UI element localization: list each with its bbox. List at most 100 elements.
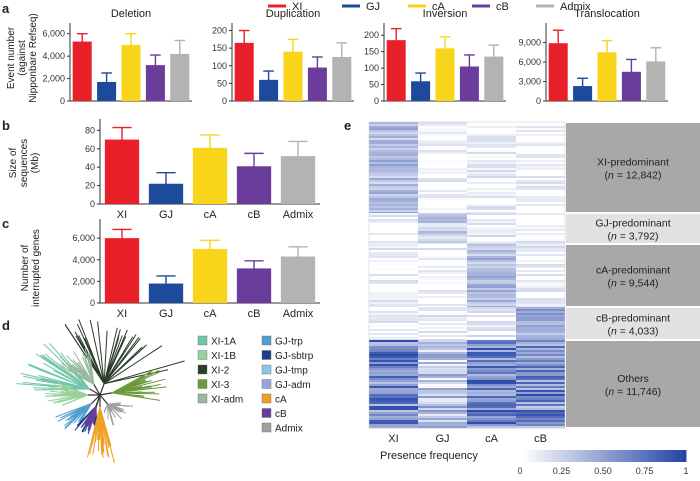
heatmap-cell bbox=[516, 246, 565, 248]
heatmap-cell bbox=[467, 268, 516, 270]
heatmap-cell bbox=[369, 215, 418, 217]
tree-legend-swatch bbox=[262, 380, 271, 389]
heatmap-cell bbox=[369, 272, 418, 274]
heatmap-cell bbox=[516, 176, 565, 178]
heatmap-cell bbox=[467, 264, 516, 266]
bar-admix bbox=[170, 54, 189, 101]
tree-legend-swatch bbox=[198, 394, 207, 403]
heatmap-cell bbox=[516, 282, 565, 284]
heatmap-cell bbox=[369, 180, 418, 182]
heatmap-cell bbox=[516, 274, 565, 276]
heatmap-cell bbox=[369, 258, 418, 260]
heatmap-cell bbox=[418, 406, 467, 408]
heatmap-cell bbox=[516, 260, 565, 262]
heatmap-cell bbox=[369, 262, 418, 264]
heatmap-cell bbox=[418, 266, 467, 268]
heatmap-cell bbox=[418, 384, 467, 386]
heatmap-cell bbox=[418, 335, 467, 337]
heatmap-cell bbox=[369, 246, 418, 248]
heatmap-cell bbox=[418, 356, 467, 358]
heatmap-cell bbox=[369, 208, 418, 210]
heatmap-cell bbox=[369, 128, 418, 130]
heatmap-cell bbox=[467, 176, 516, 178]
heatmap-cell bbox=[369, 342, 418, 344]
heatmap-cell bbox=[467, 408, 516, 410]
bar-gj bbox=[149, 184, 183, 204]
heatmap-cell bbox=[369, 268, 418, 270]
heatmap-cell bbox=[369, 309, 418, 311]
heatmap-cell bbox=[369, 210, 418, 212]
bar-gj bbox=[573, 86, 592, 101]
heatmap-cell bbox=[418, 370, 467, 372]
y-tick-label: 200 bbox=[212, 26, 227, 36]
heatmap-cell bbox=[467, 382, 516, 384]
heatmap-cell bbox=[369, 142, 418, 144]
bar-admix bbox=[484, 57, 503, 101]
heatmap-cell bbox=[467, 262, 516, 264]
x-tick-label: cA bbox=[204, 308, 218, 320]
y-tick-label: 6,000 bbox=[72, 233, 95, 243]
heatmap-cell bbox=[369, 276, 418, 278]
heatmap-cell bbox=[516, 376, 565, 378]
heatmap-cell bbox=[467, 304, 516, 306]
heatmap-cell bbox=[369, 166, 418, 168]
heatmap-cell bbox=[369, 422, 418, 424]
bar-chart-translocation: Translocation 0 3,000 6,000 9,000 bbox=[518, 8, 668, 106]
heatmap-cell bbox=[418, 239, 467, 241]
y-tick-label: 9,000 bbox=[518, 38, 541, 48]
heatmap-cell bbox=[467, 315, 516, 317]
heatmap-cell bbox=[418, 250, 467, 252]
panel-letter-e: e bbox=[344, 118, 351, 133]
colorbar-segment bbox=[524, 450, 529, 462]
heatmap-cell bbox=[418, 206, 467, 208]
heatmap-cell bbox=[516, 418, 565, 420]
heatmap-cell bbox=[516, 124, 565, 126]
heatmap-cell bbox=[369, 414, 418, 416]
heatmap-cell bbox=[369, 168, 418, 170]
heatmap-cell bbox=[516, 424, 565, 426]
colorbar-segment bbox=[595, 450, 600, 462]
x-tick-label: XI bbox=[117, 209, 127, 221]
heatmap-cell bbox=[369, 412, 418, 414]
heatmap-cell bbox=[369, 298, 418, 300]
heatmap-cell bbox=[516, 388, 565, 390]
heatmap-cell bbox=[467, 302, 516, 304]
heatmap-cell bbox=[467, 248, 516, 250]
heatmap-cell bbox=[369, 196, 418, 198]
group-label-count: (n = 12,842) bbox=[605, 170, 662, 182]
heatmap-cell bbox=[418, 378, 467, 380]
heatmap-cell bbox=[467, 300, 516, 302]
heatmap-cell bbox=[467, 126, 516, 128]
heatmap-cell bbox=[369, 348, 418, 350]
heatmap-cell bbox=[516, 315, 565, 317]
heatmap-cell bbox=[418, 158, 467, 160]
heatmap-cell bbox=[369, 418, 418, 420]
bar-cb bbox=[622, 72, 641, 101]
heatmap-cell bbox=[467, 186, 516, 188]
heatmap-cell bbox=[418, 268, 467, 270]
heatmap-cell bbox=[467, 172, 516, 174]
heatmap-cell bbox=[467, 140, 516, 142]
heatmap-cell bbox=[516, 180, 565, 182]
heatmap-cell bbox=[418, 358, 467, 360]
heatmap-cell bbox=[467, 388, 516, 390]
heatmap-cell bbox=[418, 258, 467, 260]
heatmap-cell bbox=[418, 272, 467, 274]
heatmap-cell bbox=[516, 206, 565, 208]
heatmap-cell bbox=[369, 134, 418, 136]
heatmap-cell bbox=[467, 329, 516, 331]
heatmap-cell bbox=[516, 300, 565, 302]
heatmap-cell bbox=[418, 132, 467, 134]
heatmap-cell bbox=[418, 126, 467, 128]
colorbar-title: Presence frequency bbox=[380, 450, 478, 462]
heatmap-cell bbox=[369, 360, 418, 362]
heatmap-cell bbox=[516, 323, 565, 325]
heatmap-cell bbox=[418, 210, 467, 212]
phylogenetic-tree bbox=[16, 319, 184, 463]
heatmap-cell bbox=[516, 164, 565, 166]
heatmap-cell bbox=[516, 264, 565, 266]
heatmap-cell bbox=[369, 329, 418, 331]
y-tick-label: 100 bbox=[212, 61, 227, 71]
colorbar-segment bbox=[603, 450, 608, 462]
colorbar-segment bbox=[570, 450, 575, 462]
